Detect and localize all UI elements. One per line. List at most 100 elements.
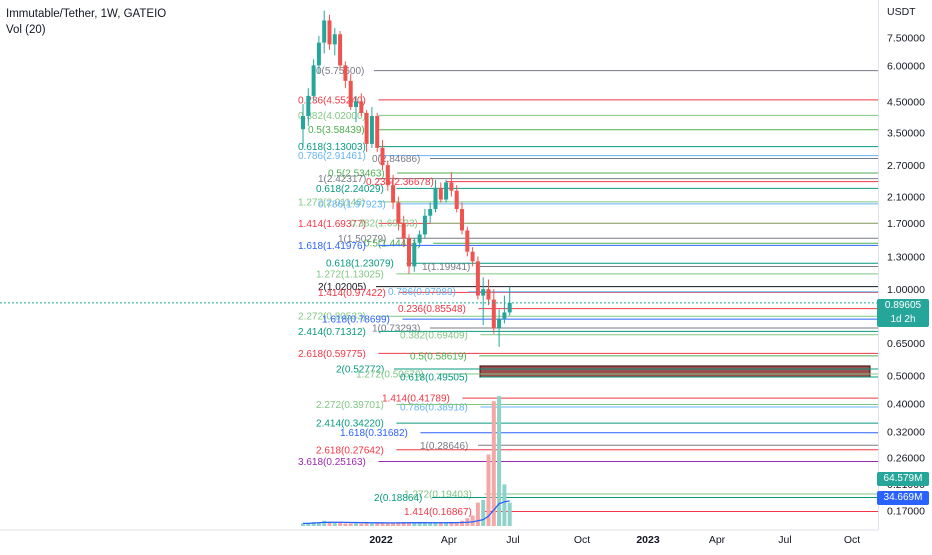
volume-bar (332, 522, 337, 526)
volume-bar (401, 522, 406, 526)
candle-body (375, 116, 380, 148)
time-axis-label: 2022 (369, 534, 393, 546)
fib-level-label: 0.786(2.91461) (298, 151, 366, 162)
candle-body (327, 20, 332, 45)
volume-bar (348, 523, 353, 526)
fib-level-label: 2.272(0.80533) (298, 312, 366, 323)
last-price-tag: 0.89605 1d 2h (877, 299, 929, 327)
volume-bar (433, 522, 438, 526)
candle-body (470, 251, 475, 262)
fib-level-label: 1.618(0.78699) (322, 315, 390, 326)
fib-level-label: 1.414(0.41789) (382, 394, 450, 405)
fib-level-label: 0.236(0.85548) (398, 304, 466, 315)
time-axis-label: 2023 (636, 534, 660, 546)
candle-body (311, 65, 316, 96)
volume-bar (391, 523, 396, 526)
candle-body (486, 289, 491, 300)
candle-body (338, 34, 343, 66)
volume-bar (475, 502, 480, 526)
fib-level-label: 0(5.75600) (316, 66, 364, 77)
price-axis-tick: 0.32000 (887, 426, 925, 438)
volume-bar (380, 523, 385, 526)
time-axis-label: Jul (778, 534, 791, 546)
fib-level-label: 0.236(2.36678) (366, 177, 434, 188)
resistance-zone-box (479, 365, 871, 378)
fib-level-label: 0.236(4.55240) (298, 95, 366, 106)
candle-body (438, 187, 443, 200)
volume-bar (449, 522, 454, 526)
price-axis-tick: 6.00000 (887, 60, 925, 72)
candle-body (316, 42, 321, 66)
fib-level-label: 2.272(0.39701) (316, 400, 384, 411)
candle-body (465, 230, 470, 252)
candle-body (348, 80, 353, 107)
volume-value-tag: 64.579M (877, 472, 929, 486)
time-axis-label: Jul (506, 534, 519, 546)
fib-level-label: 1.272(1.13025) (316, 269, 384, 280)
volume-bar (497, 396, 502, 526)
candle-body (401, 222, 406, 239)
fib-level-label: 0.618(1.23079) (326, 259, 394, 270)
symbol-title[interactable]: Immutable/Tether, 1W, GATEIO (6, 8, 167, 20)
fib-level-label: 1(1.19941) (422, 262, 470, 273)
candle-body (491, 299, 496, 329)
candle-body (364, 112, 369, 144)
fib-level-label: 0.786(0.97989) (388, 287, 456, 298)
fib-level-label: 1(1.50279) (338, 234, 386, 245)
fib-level-label: 1.414(1.69377) (298, 219, 366, 230)
fib-level-label: 2.414(0.34220) (316, 419, 384, 430)
volume-bar (316, 522, 321, 526)
fib-level-label: 1.618(0.31682) (340, 428, 408, 439)
candle-body (306, 95, 311, 117)
volume-bar (306, 523, 311, 526)
fib-level-label: 0.382(4.02000) (298, 111, 366, 122)
price-axis-tick: 7.50000 (887, 33, 925, 45)
fib-level-label: 2(1.02005) (318, 282, 366, 293)
price-axis-tick: 0.26000 (887, 452, 925, 464)
price-axis-tick: 1.00000 (887, 284, 925, 296)
candle-body (301, 116, 305, 130)
candle-body (417, 234, 422, 243)
price-axis-tick: 1.70000 (887, 218, 925, 230)
fib-level-label: 2.618(0.59775) (298, 349, 366, 360)
candle-body (369, 116, 374, 144)
volume-bar (481, 500, 486, 526)
volume-bar (438, 522, 443, 526)
fib-level-label: 2.414(0.71312) (298, 327, 366, 338)
fib-level-label: 0.786(1.97923) (318, 199, 386, 210)
volume-bar (369, 523, 374, 526)
fib-level-label: 2.618(0.27642) (316, 445, 384, 456)
candle-body (412, 242, 417, 267)
candle-body (449, 182, 454, 191)
candle-body (422, 215, 427, 235)
candle-body (322, 20, 327, 43)
currency-label: USDT (887, 6, 916, 18)
candle-body (396, 202, 401, 223)
fib-level-label: 0.382(1.69533) (350, 219, 418, 230)
candle-body (454, 190, 459, 210)
volume-bar (396, 522, 401, 526)
time-axis-label: Oct (844, 534, 860, 546)
time-axis-label: Oct (574, 534, 590, 546)
volume-bar (343, 523, 348, 526)
price-axis-tick: 0.17000 (887, 505, 925, 517)
fib-level-label: 1.618(1.41976) (298, 241, 366, 252)
candle-body (385, 165, 390, 186)
fib-level-label: 1.414(0.16867) (404, 507, 472, 518)
volume-bar (301, 523, 305, 526)
volume-bar (412, 522, 417, 526)
fib-level-label: 0.618(3.13003) (298, 142, 366, 153)
candle-body (391, 185, 396, 203)
volume-bar (375, 523, 380, 526)
price-axis-tick: 0.40000 (887, 399, 925, 411)
price-axis-tick: 0.65000 (887, 338, 925, 350)
fib-level-label: 0.786(0.38918) (400, 403, 468, 414)
fib-level-label: 0.5(3.58439) (308, 125, 365, 136)
volume-bar (417, 522, 422, 526)
price-axis-tick: 4.50000 (887, 96, 925, 108)
volume-indicator-label[interactable]: Vol (20) (6, 24, 46, 36)
volume-bar (311, 522, 316, 526)
last-price-value: 0.89605 (884, 300, 922, 311)
